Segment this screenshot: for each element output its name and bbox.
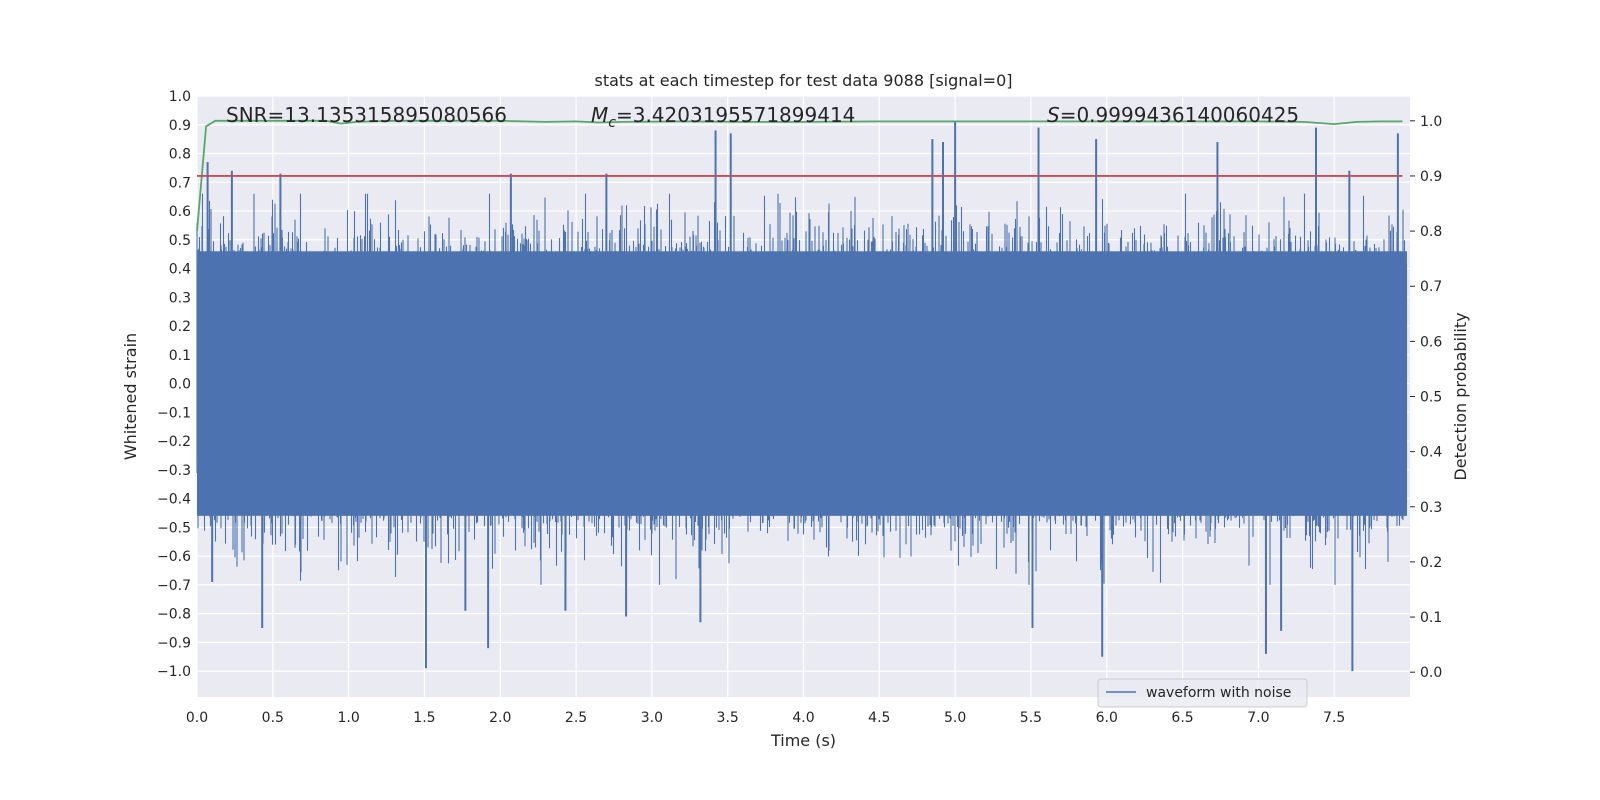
y-tick-label: 0.4 <box>169 262 191 278</box>
score-annotation: S=0.9999436140060425 <box>1047 103 1299 127</box>
y2-axis-label: Detection probability <box>1451 312 1470 480</box>
waveform-with-noise-series <box>196 121 1408 672</box>
mc-symbol: M <box>591 103 608 127</box>
y-tick-label: −0.7 <box>157 578 191 594</box>
x-tick-label: 4.0 <box>792 710 814 726</box>
x-tick-label: 5.0 <box>944 710 966 726</box>
x-tick-label: 7.5 <box>1323 710 1345 726</box>
waveform-core-band <box>197 251 1407 516</box>
y-tick-label: 0.2 <box>169 319 191 335</box>
y-tick-label: 0.9 <box>169 118 191 134</box>
x-tick-label: 3.5 <box>717 710 739 726</box>
y2-tick-label: 1.0 <box>1420 114 1442 130</box>
detection-probability-line <box>196 119 1403 232</box>
y-tick-label: −0.6 <box>157 549 191 565</box>
x-tick-label: 6.0 <box>1096 710 1118 726</box>
y-tick-label: 0.0 <box>169 377 191 393</box>
y2-tick-label: 0.5 <box>1420 390 1442 406</box>
legend: waveform with noise <box>1097 678 1308 708</box>
y2-tick-label: 0.0 <box>1420 665 1442 681</box>
x-tick-label: 0.0 <box>186 710 208 726</box>
y-tick-label: 0.1 <box>169 348 191 364</box>
legend-label-waveform: waveform with noise <box>1146 685 1291 701</box>
legend-box <box>1097 678 1308 708</box>
y-tick-label: −0.4 <box>157 492 191 508</box>
s-symbol: S <box>1047 103 1060 127</box>
chart-title: stats at each timestep for test data 908… <box>594 71 1012 90</box>
y-tick-label: 0.5 <box>169 233 191 249</box>
x-tick-label: 2.0 <box>489 710 511 726</box>
x-axis-label: Time (s) <box>770 731 836 750</box>
y-tick-label: −1.0 <box>157 664 191 680</box>
y-tick-label: −0.1 <box>157 405 191 421</box>
x-tick-label: 1.0 <box>337 710 359 726</box>
y2-tick-label: 0.9 <box>1420 169 1442 185</box>
mc-subscript: c <box>608 115 616 131</box>
x-tick-label: 7.0 <box>1247 710 1269 726</box>
y-tick-label: −0.3 <box>157 463 191 479</box>
x-tick-label: 1.5 <box>413 710 435 726</box>
x-tick-label: 4.5 <box>868 710 890 726</box>
s-value: =0.9999436140060425 <box>1060 103 1299 127</box>
y2-tick-label: 0.6 <box>1420 334 1442 350</box>
x-tick-label: 2.5 <box>565 710 587 726</box>
x-tick-label: 5.5 <box>1020 710 1042 726</box>
y-tick-label: −0.2 <box>157 434 191 450</box>
y2-tick-label: 0.2 <box>1420 555 1442 571</box>
y-tick-label: −0.5 <box>157 520 191 536</box>
y-tick-label: 0.6 <box>169 204 191 220</box>
y2-tick-label: 0.4 <box>1420 445 1442 461</box>
y-tick-label: 0.3 <box>169 290 191 306</box>
snr-annotation: SNR=13.135315895080566 <box>226 103 507 127</box>
y2-tick-label: 0.3 <box>1420 500 1442 516</box>
y2-tick-label: 0.7 <box>1420 279 1442 295</box>
x-tick-label: 0.5 <box>262 710 284 726</box>
y-tick-label: 1.0 <box>169 89 191 105</box>
y-axis-label: Whitened strain <box>121 333 140 460</box>
y2-tick-label: 0.8 <box>1420 224 1442 240</box>
y-tick-label: 0.7 <box>169 175 191 191</box>
x-tick-label: 6.5 <box>1171 710 1193 726</box>
x-tick-label: 3.0 <box>641 710 663 726</box>
y-tick-label: −0.8 <box>157 607 191 623</box>
y-tick-label: −0.9 <box>157 635 191 651</box>
y2-tick-label: 0.1 <box>1420 610 1442 626</box>
y-tick-label: 0.8 <box>169 147 191 163</box>
chirp-mass-annotation: Mc=3.4203195571899414 <box>591 103 855 131</box>
mc-value: =3.4203195571899414 <box>616 103 855 127</box>
